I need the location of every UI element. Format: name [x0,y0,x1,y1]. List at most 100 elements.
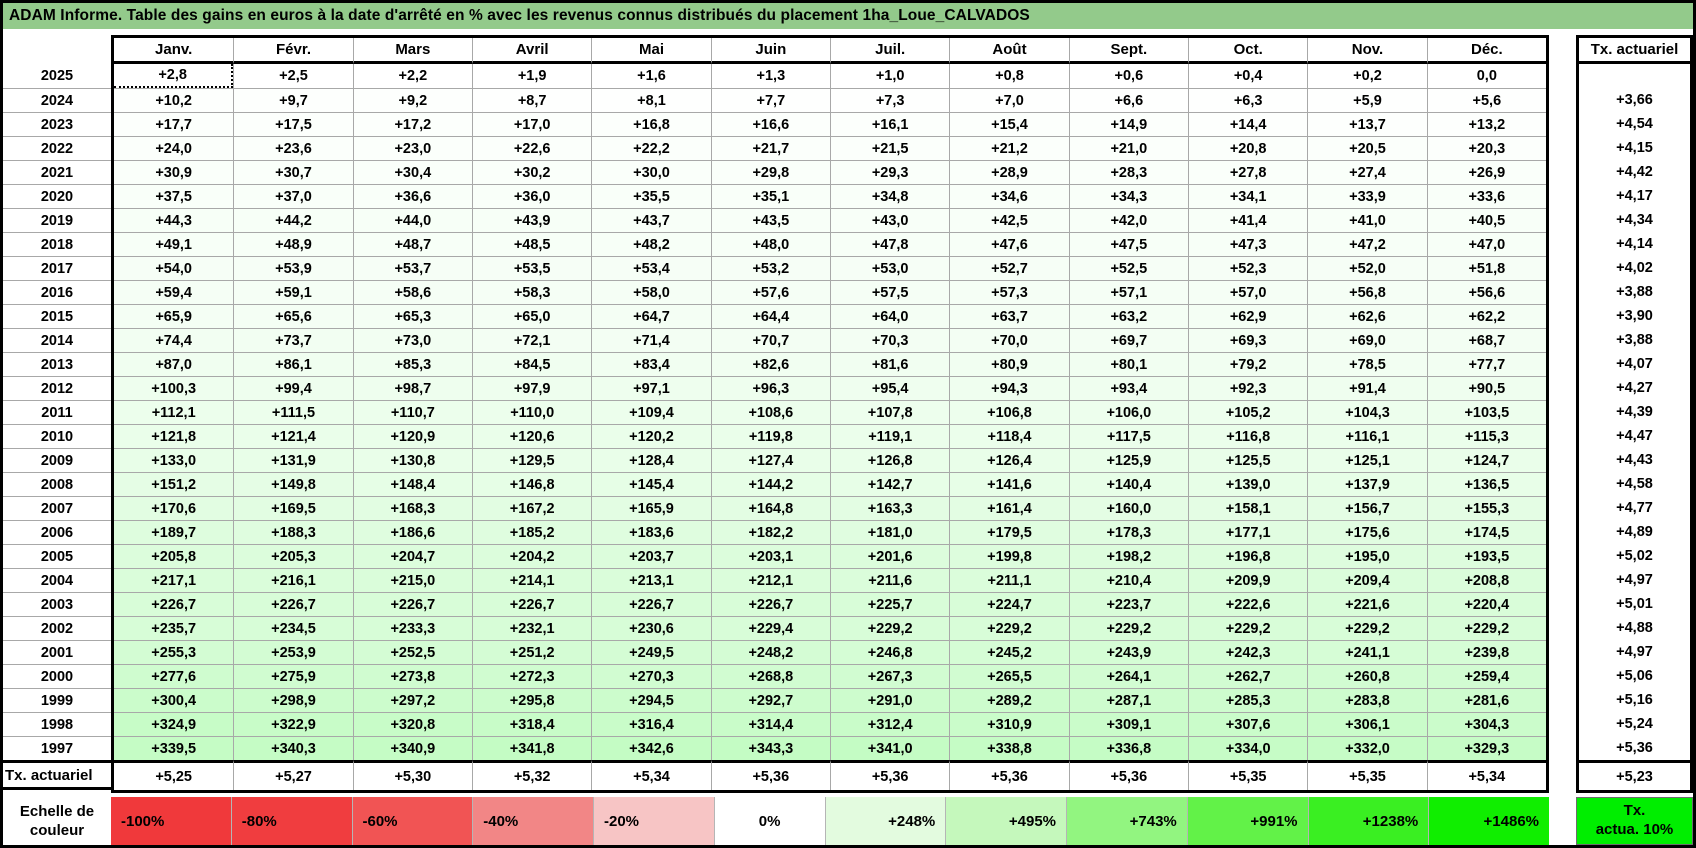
gain-cell[interactable]: +183,6 [591,520,711,544]
gain-cell[interactable]: +107,8 [830,400,950,424]
gain-cell[interactable]: +338,8 [949,736,1069,760]
gain-cell[interactable]: +7,0 [949,88,1069,112]
gain-cell[interactable]: 0,0 [1426,64,1546,88]
gain-cell[interactable]: +168,3 [352,496,472,520]
gain-cell[interactable]: +265,5 [949,664,1069,688]
gain-cell[interactable]: +44,2 [233,208,353,232]
gain-cell[interactable]: +119,8 [710,424,830,448]
gain-cell[interactable]: +175,6 [1307,520,1427,544]
gain-cell[interactable]: +7,7 [710,88,830,112]
gain-cell[interactable]: +70,3 [830,328,950,352]
gain-cell[interactable]: +320,8 [352,712,472,736]
gain-cell[interactable]: +17,5 [233,112,353,136]
gain-cell[interactable]: +14,4 [1188,112,1308,136]
actuarial-rate-cell[interactable]: +5,06 [1616,668,1653,684]
gain-cell[interactable]: +17,7 [114,112,234,136]
actuarial-rate-cell[interactable]: +5,24 [1616,716,1653,732]
gain-cell[interactable]: +106,0 [1068,400,1188,424]
gain-cell[interactable]: +340,9 [352,736,472,760]
gain-cell[interactable]: +210,4 [1068,568,1188,592]
gain-cell[interactable]: +16,1 [830,112,950,136]
gain-cell[interactable]: +71,4 [591,328,711,352]
gain-cell[interactable]: +334,0 [1188,736,1308,760]
footer-rate-cell[interactable]: +5,32 [472,760,592,790]
gain-cell[interactable]: +209,9 [1188,568,1308,592]
gain-cell[interactable]: +117,5 [1068,424,1188,448]
gain-cell[interactable]: +23,6 [233,136,353,160]
gain-cell[interactable]: +199,8 [949,544,1069,568]
gain-cell[interactable]: +20,5 [1307,136,1427,160]
gain-cell[interactable]: +119,1 [830,424,950,448]
gain-cell[interactable]: +0,2 [1307,64,1427,88]
gain-cell[interactable]: +82,6 [710,352,830,376]
gain-cell[interactable]: +16,6 [710,112,830,136]
gain-cell[interactable]: +289,2 [949,688,1069,712]
gain-cell[interactable]: +52,5 [1068,256,1188,280]
gain-cell[interactable]: +105,2 [1188,400,1308,424]
gain-cell[interactable]: +47,6 [949,232,1069,256]
gain-cell[interactable]: +42,0 [1068,208,1188,232]
gain-cell[interactable]: +43,9 [472,208,592,232]
gain-cell[interactable]: +252,5 [352,640,472,664]
month-header-11[interactable]: Nov. [1307,38,1427,64]
gain-cell[interactable]: +34,6 [949,184,1069,208]
gain-cell[interactable]: +155,3 [1426,496,1546,520]
gain-cell[interactable]: +211,1 [949,568,1069,592]
gain-cell[interactable]: +33,9 [1307,184,1427,208]
gain-cell[interactable]: +203,7 [591,544,711,568]
gain-cell[interactable]: +316,4 [591,712,711,736]
gain-cell[interactable]: +211,6 [830,568,950,592]
actuarial-rate-cell[interactable]: +4,89 [1616,524,1653,540]
year-cell-2005[interactable]: 2005 [3,544,111,568]
gain-cell[interactable]: +30,0 [591,160,711,184]
gain-cell[interactable]: +1,6 [591,64,711,88]
actuarial-rate-cell[interactable]: +4,43 [1616,452,1653,468]
gain-cell[interactable]: +52,3 [1188,256,1308,280]
gain-cell[interactable]: +97,9 [472,376,592,400]
gain-cell[interactable]: +273,8 [352,664,472,688]
gain-cell[interactable]: +126,4 [949,448,1069,472]
gain-cell[interactable]: +72,1 [472,328,592,352]
gain-cell[interactable]: +146,8 [472,472,592,496]
gain-cell[interactable]: +307,6 [1188,712,1308,736]
actuarial-rate-cell[interactable] [1579,64,1690,88]
gain-cell[interactable]: +275,9 [233,664,353,688]
gain-cell[interactable]: +13,7 [1307,112,1427,136]
month-header-1[interactable]: Janv. [114,38,234,64]
gain-cell[interactable]: +30,9 [114,160,234,184]
gain-cell[interactable]: +65,6 [233,304,353,328]
gain-cell[interactable]: +217,1 [114,568,234,592]
year-cell-1997[interactable]: 1997 [3,736,111,760]
actuarial-rate-cell[interactable]: +4,77 [1616,500,1653,516]
gain-cell[interactable]: +158,1 [1188,496,1308,520]
gain-cell[interactable]: +226,7 [472,592,592,616]
gain-cell[interactable]: +160,0 [1068,496,1188,520]
year-cell-2007[interactable]: 2007 [3,496,111,520]
gain-cell[interactable]: +144,2 [710,472,830,496]
gain-cell[interactable]: +120,9 [352,424,472,448]
gain-cell[interactable]: +182,2 [710,520,830,544]
year-cell-2017[interactable]: 2017 [3,256,111,280]
gain-cell[interactable]: +149,8 [233,472,353,496]
gain-cell[interactable]: +21,2 [949,136,1069,160]
gain-cell[interactable]: +21,5 [830,136,950,160]
gain-cell[interactable]: +53,4 [591,256,711,280]
gain-cell[interactable]: +246,8 [830,640,950,664]
gain-cell[interactable]: +47,8 [830,232,950,256]
gain-cell[interactable]: +30,4 [352,160,472,184]
gain-cell[interactable]: +59,1 [233,280,353,304]
gain-cell[interactable]: +69,7 [1068,328,1188,352]
gain-cell[interactable]: +259,4 [1426,664,1546,688]
actuarial-rate-cell[interactable]: +4,02 [1616,260,1653,276]
gain-cell[interactable]: +15,4 [949,112,1069,136]
gain-cell[interactable]: +110,0 [472,400,592,424]
gain-cell[interactable]: +62,9 [1188,304,1308,328]
year-cell-2008[interactable]: 2008 [3,472,111,496]
gain-cell[interactable]: +7,3 [830,88,950,112]
gain-cell[interactable]: +29,3 [830,160,950,184]
gain-cell[interactable]: +243,9 [1068,640,1188,664]
gain-cell[interactable]: +57,1 [1068,280,1188,304]
gain-cell[interactable]: +178,3 [1068,520,1188,544]
gain-cell[interactable]: +239,8 [1426,640,1546,664]
gain-cell[interactable]: +27,8 [1188,160,1308,184]
